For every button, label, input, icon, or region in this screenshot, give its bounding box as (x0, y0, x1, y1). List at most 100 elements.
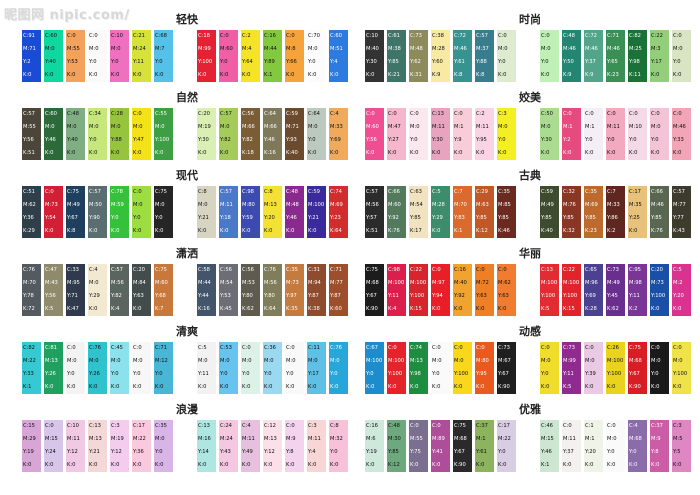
swatch-value-c: C:4 (89, 267, 98, 273)
swatch-value-c: C:29 (476, 189, 488, 195)
swatch-row: C:67 M:100 Y:0 K:0 C:0 M:100 Y:100 K:0 C:74 M:13 Y… (365, 342, 695, 394)
swatch-value-y: Y:80 (264, 293, 275, 299)
color-swatch: C:24 M:24 Y:43 K:0 (219, 420, 238, 472)
swatch-value-m: M:85 (498, 202, 511, 208)
swatch-value-m: M:11 (563, 436, 576, 442)
swatch-value-y: Y:30 (432, 137, 443, 143)
swatch-value-k: K:0 (476, 306, 485, 312)
color-swatch: C:2 M:4 Y:64 K:0 (241, 30, 260, 82)
swatch-value-m: M:11 (607, 124, 620, 130)
swatch-value-k: K:0 (155, 462, 164, 468)
swatch-value-c: C:22 (410, 267, 422, 273)
swatch-value-y: Y:100 (607, 371, 622, 377)
swatch-value-m: M:55 (23, 124, 36, 130)
swatch-value-m: M:30 (388, 436, 401, 442)
swatch-value-m: M:44 (198, 280, 211, 286)
swatch-value-c: C:56 (220, 267, 232, 273)
color-swatch: C:4 M:11 Y:49 K:0 (241, 420, 260, 472)
swatch-value-y: Y:53 (220, 293, 231, 299)
swatch-value-k: K:0 (67, 150, 76, 156)
swatch-value-c: C:0 (673, 111, 682, 117)
color-swatch: C:0 M:0 Y:0 K:0 (540, 342, 559, 394)
swatch-value-m: M:59 (111, 202, 124, 208)
swatch-value-y: Y:0 (155, 59, 163, 65)
color-swatch: C:60 M:0 Y:40 K:0 (44, 30, 63, 82)
swatch-value-k: K:51 (23, 150, 35, 156)
swatch-value-m: M:55 (67, 46, 80, 52)
color-swatch: C:66 M:46 Y:85 K:76 (650, 186, 669, 238)
swatch-value-m: M:73 (651, 280, 664, 286)
section-title: 自然 (176, 91, 198, 104)
color-swatch: C:13 M:100 Y:100 K:5 (540, 264, 559, 316)
swatch-value-c: C:16 (454, 267, 466, 273)
swatch-value-m: M:68 (629, 436, 642, 442)
swatch-value-c: C:3 (498, 111, 507, 117)
swatch-value-y: Y:85 (585, 215, 596, 221)
swatch-value-y: Y:57 (366, 215, 377, 221)
swatch-value-y: Y:0 (133, 371, 141, 377)
color-swatch: C:5 M:28 Y:29 K:0 (431, 186, 450, 238)
color-swatch: C:73 M:67 Y:67 K:90 (497, 342, 516, 394)
swatch-row: C:15 M:29 Y:19 K:0 C:0 M:15 Y:24 K:0 C:10 M:11 Y:1… (22, 420, 352, 472)
swatch-value-c: C:0 (286, 33, 295, 39)
palette-section: 浪漫 C:15 M:29 Y:19 K:0 C:0 M:15 Y:24 K:0 C:10 M:11 Y… (22, 403, 352, 481)
palette-section: 清爽 C:82 M:22 Y:33 K:1 C:81 M:13 Y:26 K:0 C:0 M:0 Y:… (22, 325, 352, 403)
swatch-value-c: C:76 (330, 345, 342, 351)
swatch-value-c: C:0 (45, 189, 54, 195)
color-swatch: C:3 M:0 Y:0 K:0 (497, 108, 516, 160)
swatch-value-y: Y:45 (607, 293, 618, 299)
swatch-value-m: M:73 (45, 202, 58, 208)
swatch-value-y: Y:37 (585, 59, 596, 65)
swatch-value-m: M:46 (651, 202, 664, 208)
swatch-value-m: M:29 (23, 436, 36, 442)
swatch-value-m: M:0 (198, 358, 208, 364)
swatch-value-c: C:0 (476, 345, 485, 351)
swatch-value-m: M:95 (67, 280, 80, 286)
swatch-value-m: M:49 (607, 280, 620, 286)
swatch-value-y: Y:25 (629, 215, 640, 221)
swatch-value-c: C:0 (629, 111, 638, 117)
color-swatch: C:76 M:0 Y:26 K:0 (88, 342, 107, 394)
swatch-value-k: K:32 (563, 228, 575, 234)
color-swatch: C:78 M:59 Y:0 K:0 (110, 186, 129, 238)
swatch-value-k: K:90 (454, 462, 466, 468)
swatch-value-k: K:0 (308, 150, 317, 156)
swatch-value-y: Y:0 (264, 371, 272, 377)
swatch-value-m: M:0 (155, 124, 165, 130)
swatch-value-m: M:6 (366, 436, 376, 442)
swatch-value-y: Y:36 (133, 449, 144, 455)
swatch-row: C:76 M:70 Y:78 K:72 C:47 M:43 Y:56 K:5 C:33 M:95 Y… (22, 264, 352, 316)
swatch-value-m: M:0 (286, 358, 296, 364)
swatch-value-c: C:3 (308, 423, 317, 429)
color-swatch: C:98 M:100 Y:11 K:4 (387, 264, 406, 316)
swatch-value-k: K:0 (242, 72, 251, 78)
swatch-value-k: K:0 (242, 384, 251, 390)
swatch-value-c: C:64 (264, 111, 276, 117)
palette-section: 自然 C:57 M:55 Y:56 K:51 C:60 M:0 Y:46 K:0 C:48 M:0 Y… (22, 91, 352, 169)
color-swatch: C:28 M:0 Y:88 K:0 (110, 108, 129, 160)
color-swatch: C:4 M:0 Y:29 K:0 (88, 264, 107, 316)
color-swatch: C:4 M:68 Y:0 K:0 (628, 420, 647, 472)
swatch-value-m: M:43 (45, 280, 58, 286)
color-swatch: C:82 M:25 Y:98 K:11 (628, 30, 647, 82)
swatch-value-y: Y:0 (133, 215, 141, 221)
swatch-value-m: M:0 (330, 358, 340, 364)
swatch-value-c: C:73 (607, 267, 619, 273)
color-swatch: C:59 M:100 Y:21 K:0 (307, 186, 326, 238)
swatch-value-k: K:38 (308, 306, 320, 312)
color-swatch: C:0 M:0 Y:0 K:0 (241, 342, 260, 394)
palette-section: 动感 C:67 M:100 Y:0 K:0 C:0 M:100 Y:100 K:0 C:74 M:1… (365, 325, 695, 403)
color-swatch: C:0 M:0 Y:0 K:0 (132, 186, 151, 238)
swatch-value-m: M:63 (476, 202, 489, 208)
swatch-value-c: C:0 (541, 345, 550, 351)
swatch-value-c: C:35 (155, 423, 167, 429)
swatch-value-c: C:5 (198, 345, 207, 351)
swatch-value-k: K:16 (198, 306, 210, 312)
color-swatch: C:50 M:0 Y:30 K:0 (540, 108, 559, 160)
swatch-value-c: C:0 (45, 423, 54, 429)
swatch-value-k: K:64 (330, 228, 342, 234)
swatch-value-m: M:19 (111, 436, 124, 442)
swatch-value-m: M:2 (673, 280, 683, 286)
swatch-value-c: C:17 (629, 189, 641, 195)
swatch-value-y: Y:23 (330, 215, 341, 221)
